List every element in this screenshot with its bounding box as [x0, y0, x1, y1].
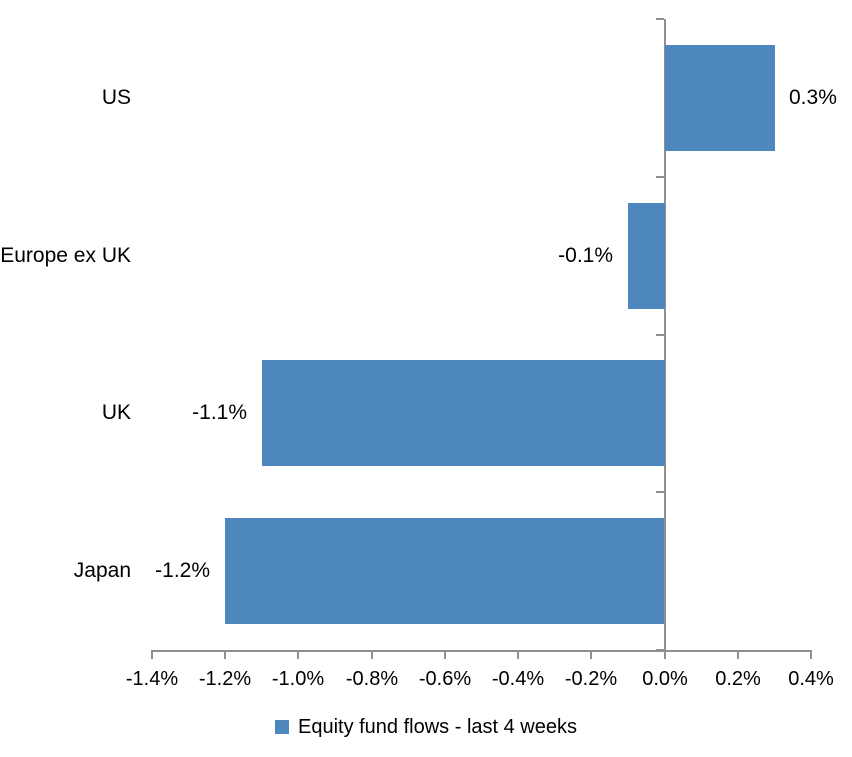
x-axis-tick	[444, 650, 446, 659]
x-tick-label: -0.8%	[345, 668, 399, 690]
value-label-europe-ex-uk: -0.1%	[558, 244, 613, 267]
y-axis-tick	[656, 334, 664, 336]
x-tick-label: -1.4%	[125, 668, 179, 690]
y-axis-tick	[656, 491, 664, 493]
x-tick-label: 0.2%	[715, 668, 761, 690]
x-tick-label: -1.0%	[271, 668, 325, 690]
x-axis-tick	[810, 650, 812, 659]
legend: Equity fund flows - last 4 weeks	[0, 712, 852, 742]
y-axis-tick	[656, 649, 664, 651]
bar-us	[665, 45, 775, 151]
x-tick-label: -0.6%	[418, 668, 472, 690]
category-label-uk: UK	[101, 401, 131, 424]
bar-uk	[262, 360, 665, 466]
category-label-europe-ex-uk: Europe ex UK	[0, 244, 131, 267]
category-label-us: US	[101, 86, 131, 109]
x-axis-line	[151, 650, 812, 652]
value-label-japan: -1.2%	[155, 559, 210, 582]
value-label-uk: -1.1%	[192, 401, 247, 424]
x-tick-label: -0.2%	[564, 668, 618, 690]
x-tick-label: 0.4%	[788, 668, 834, 690]
x-axis-tick	[151, 650, 153, 659]
x-axis-tick	[590, 650, 592, 659]
y-axis-tick	[656, 176, 664, 178]
x-axis-tick	[517, 650, 519, 659]
value-label-us: 0.3%	[789, 86, 837, 109]
x-tick-label: -0.4%	[491, 668, 545, 690]
category-label-japan: Japan	[73, 559, 131, 582]
x-axis-tick	[737, 650, 739, 659]
x-tick-label: -1.2%	[198, 668, 252, 690]
x-axis-tick	[664, 650, 666, 659]
x-tick-label: 0.0%	[642, 668, 688, 690]
legend-label: Equity fund flows - last 4 weeks	[297, 715, 577, 738]
bar-japan	[225, 518, 664, 624]
x-axis-tick	[371, 650, 373, 659]
x-axis-tick	[297, 650, 299, 659]
y-axis-line	[664, 19, 666, 652]
bar-europe-ex-uk	[628, 203, 665, 309]
y-axis-tick	[656, 18, 664, 20]
x-axis-tick	[224, 650, 226, 659]
legend-swatch-icon	[274, 720, 289, 734]
